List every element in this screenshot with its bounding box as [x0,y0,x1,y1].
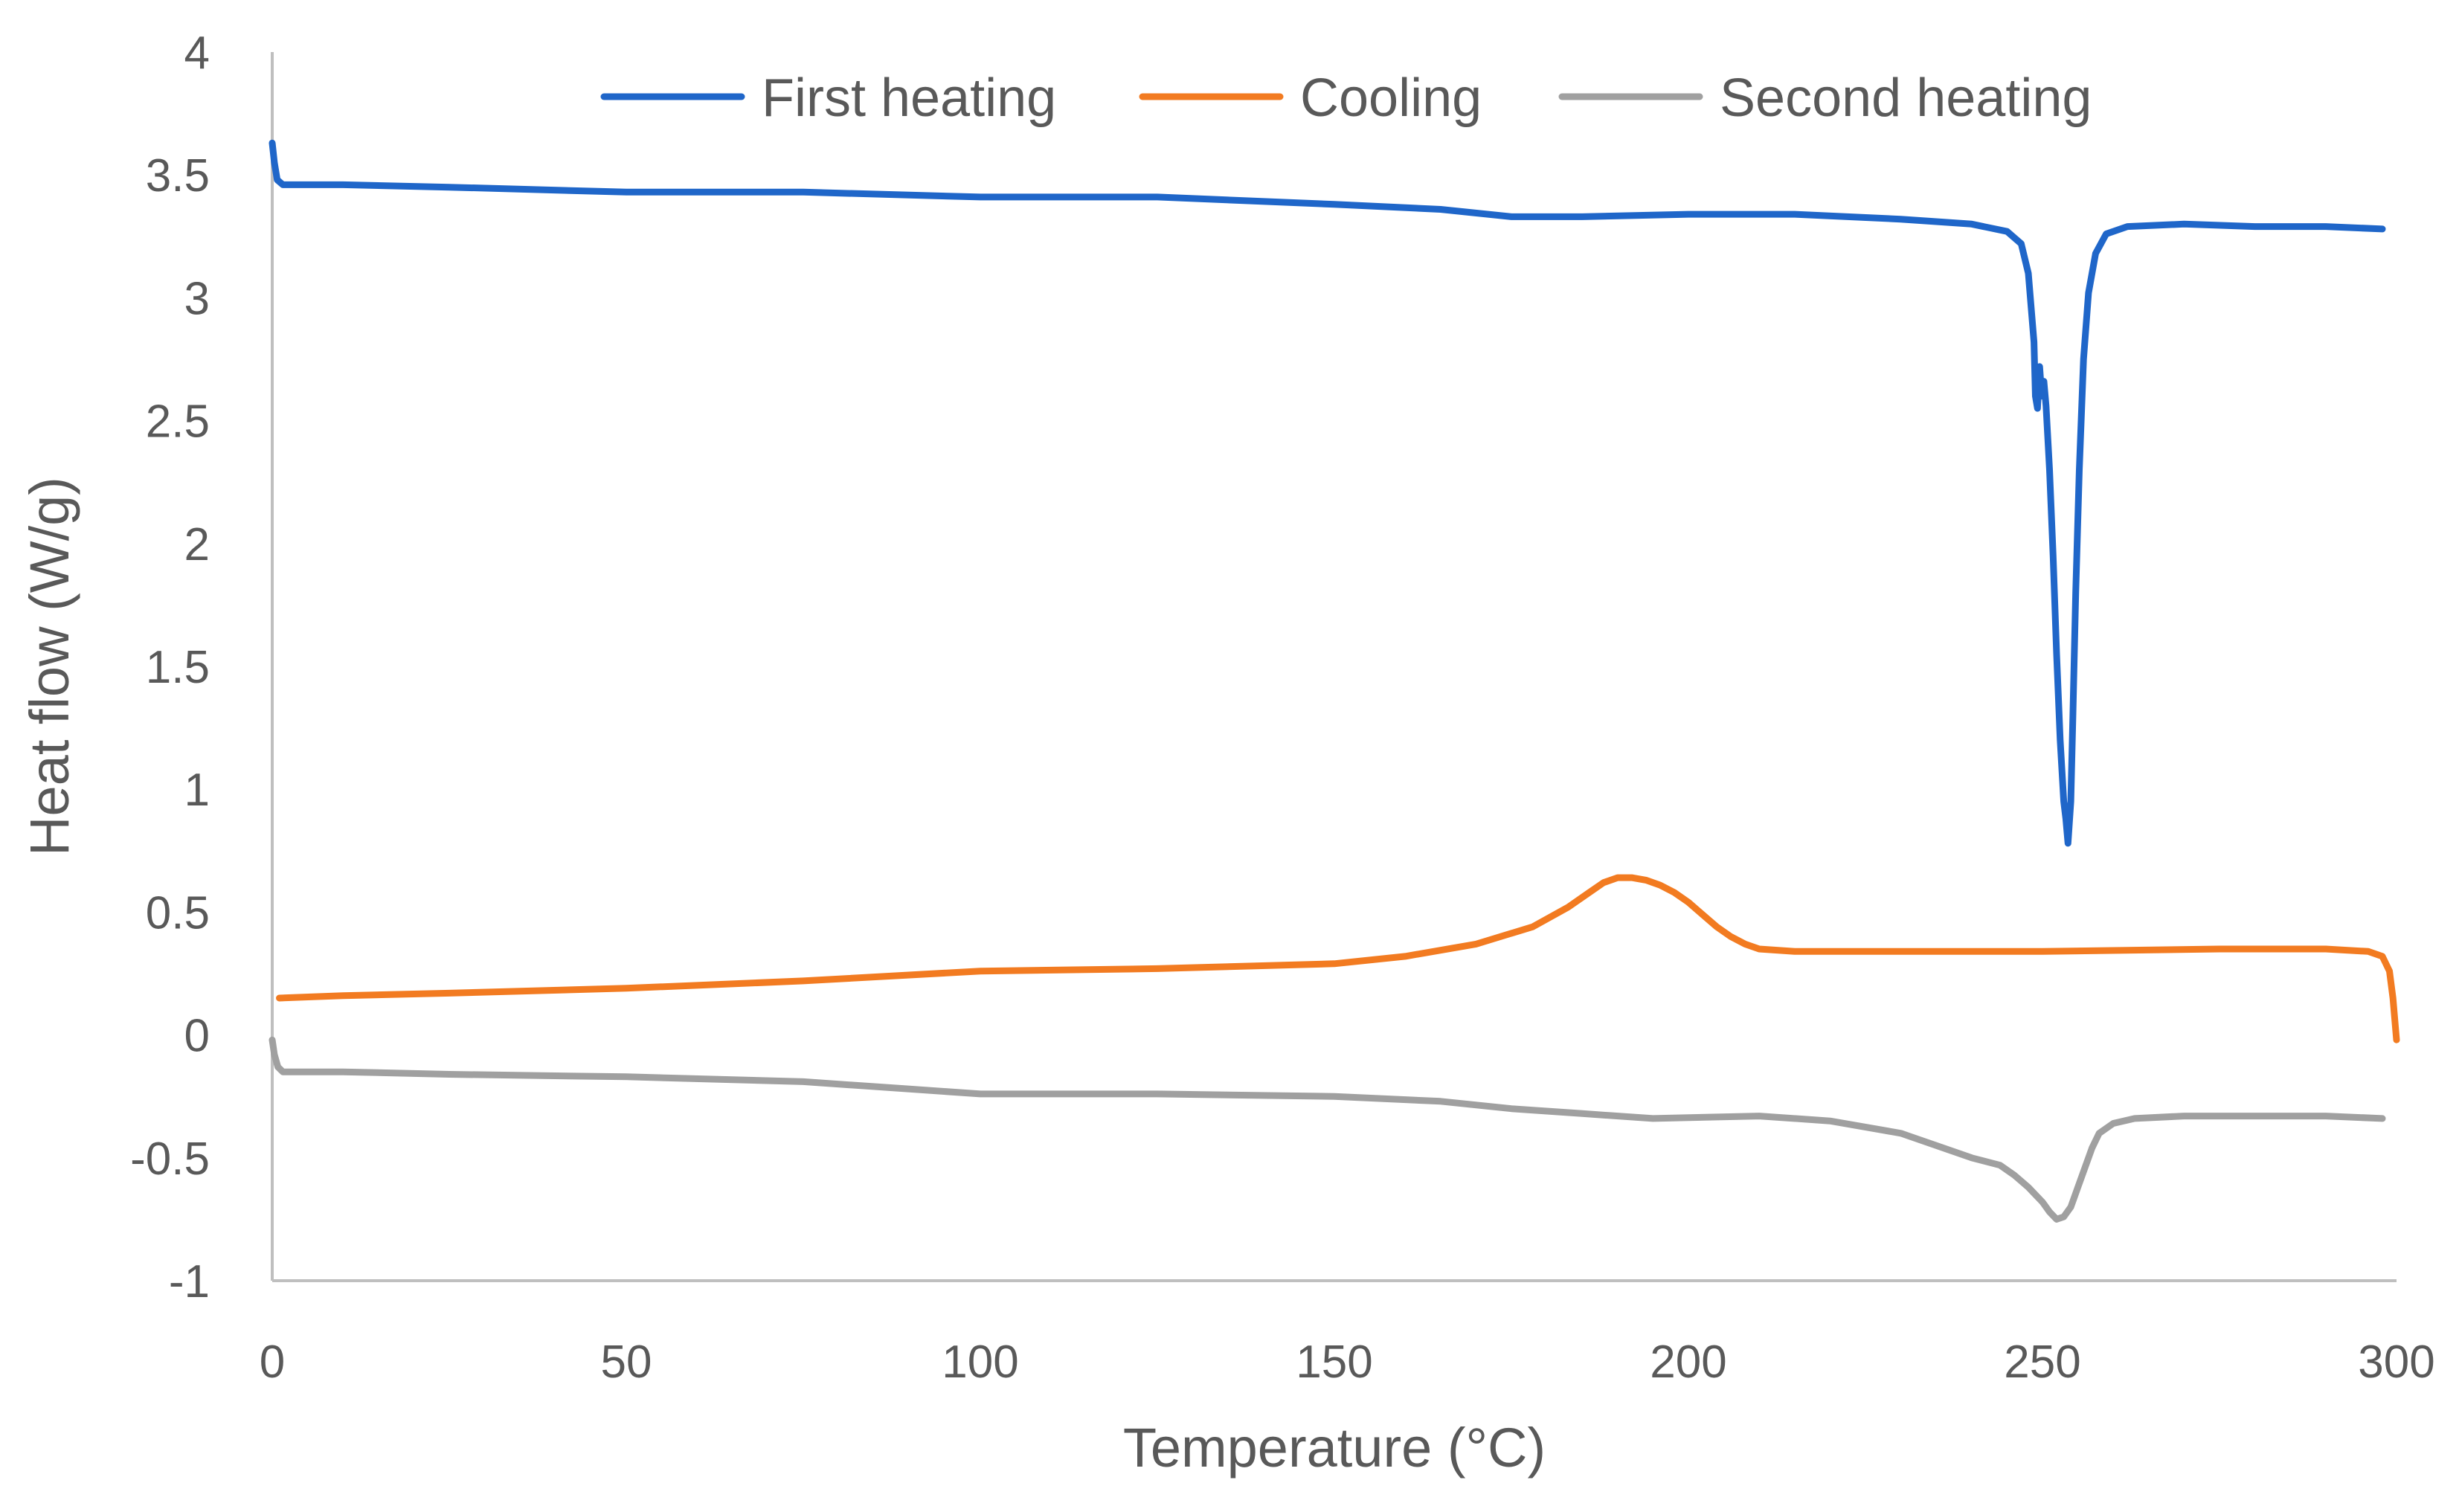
y-tick-label: 2 [184,519,210,570]
y-tick-label: -1 [169,1256,210,1307]
y-tick-label: 1 [184,765,210,816]
y-tick-label: 0 [184,1011,210,1062]
y-tick-label: 4 [184,28,210,79]
y-tick-label: 2.5 [146,396,210,448]
series-line-second-heating [269,1036,2386,1223]
x-tick-label: 100 [942,1336,1018,1388]
tick-labels: -1 -0.5 0 0.5 1 1.5 2 2.5 3 3.5 4 0 50 100 150 200 250 30… [130,28,2435,1388]
y-tick-label: -0.5 [130,1133,210,1185]
y-axis-title: Heat flow (W/g) [19,477,80,856]
legend-label-first-heating: First heating [762,68,1056,128]
x-tick-label: 250 [2004,1336,2080,1388]
x-tick-label: 0 [260,1336,285,1388]
legend: First heating Cooling Second heating [600,68,2092,128]
y-tick-label: 1.5 [146,642,210,693]
y-tick-label: 0.5 [146,887,210,939]
axes [271,52,2397,1282]
y-tick-label: 3 [184,273,210,324]
legend-label-cooling: Cooling [1300,68,1482,128]
y-tick-label: 3.5 [146,150,210,202]
x-tick-label: 200 [1650,1336,1726,1388]
x-tick-label: 300 [2358,1336,2434,1388]
x-tick-label: 150 [1296,1336,1372,1388]
x-axis-title: Temperature (°C) [1123,1417,1546,1479]
x-tick-label: 50 [601,1336,652,1388]
legend-label-second-heating: Second heating [1720,68,2092,128]
series-line-first-heating [269,139,2386,847]
series-lines [269,139,2400,1223]
series-line-cooling [276,874,2400,1043]
